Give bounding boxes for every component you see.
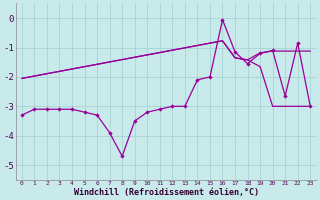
- X-axis label: Windchill (Refroidissement éolien,°C): Windchill (Refroidissement éolien,°C): [74, 188, 259, 197]
